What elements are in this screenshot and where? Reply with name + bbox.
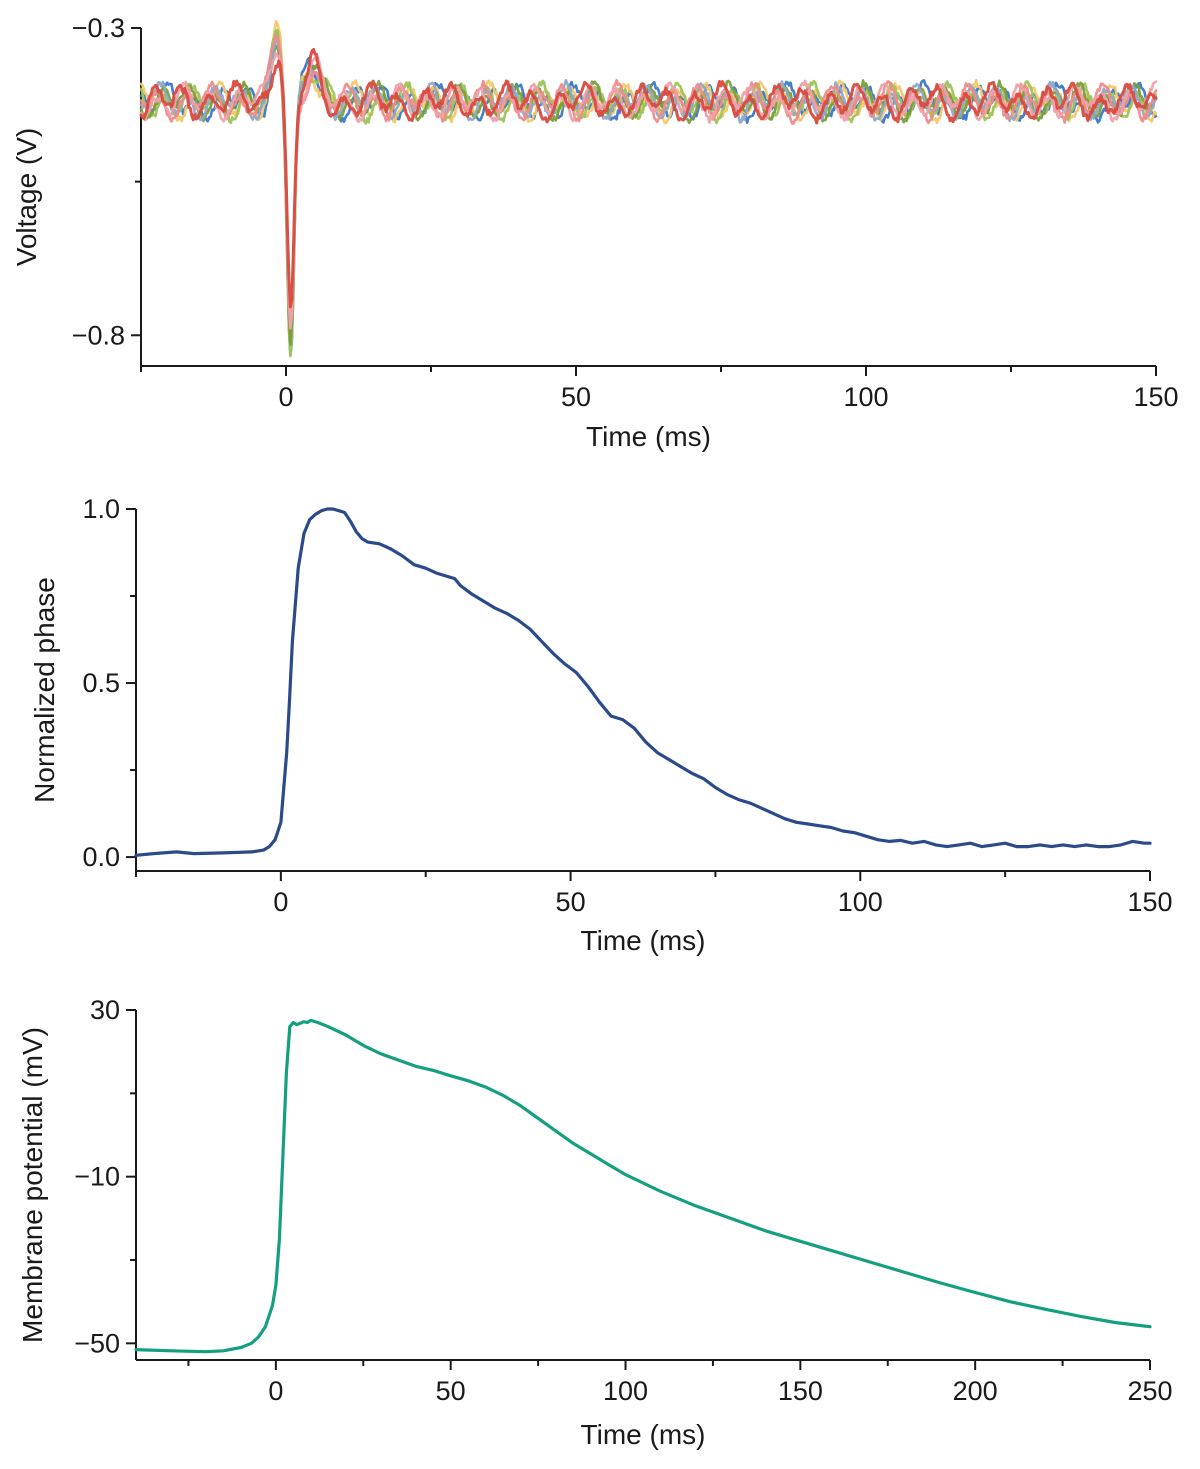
y-tick-label: 0.5	[82, 668, 120, 698]
y-tick-label: −50	[74, 1328, 120, 1358]
membrane-potential-trace	[134, 1018, 1152, 1354]
x-tick-label: 200	[953, 1376, 998, 1406]
x-tick-label: 0	[268, 1376, 283, 1406]
x-tick-label: 150	[778, 1376, 823, 1406]
membrane-potential-panel: 0 50 100 150 200 250 30 −10 −50 Time (ms) Membrane…	[17, 995, 1173, 1450]
y-tick-label: 30	[90, 995, 120, 1025]
x-tick-label: 100	[838, 887, 883, 917]
normalized-phase-panel: 0 50 100 150 0.0 0.5 1.0 Time (ms) Normalized ph…	[29, 494, 1173, 956]
x-tick-label: 50	[561, 382, 591, 412]
voltage-trace	[139, 52, 1158, 330]
x-tick-label: 150	[1133, 382, 1178, 412]
x-tick-label: 50	[436, 1376, 466, 1406]
voltage-panel: 0 50 100 150 −0.3 −0.8 Time (ms) Voltage (V)	[11, 13, 1179, 452]
x-tick-label: 150	[1127, 887, 1172, 917]
y-tick-label: −10	[74, 1162, 120, 1192]
y-axis-label: Voltage (V)	[11, 128, 42, 267]
y-tick-label: 0.0	[82, 842, 120, 872]
x-axis-label: Time (ms)	[581, 1419, 706, 1450]
y-axis-label: Membrane potential (mV)	[17, 1027, 48, 1343]
x-tick-label: 0	[273, 887, 288, 917]
normalized-phase-trace	[134, 507, 1152, 857]
x-axis-label: Time (ms)	[581, 925, 706, 956]
y-tick-label: −0.8	[72, 320, 125, 350]
y-tick-label: 1.0	[82, 494, 120, 524]
y-tick-label: −0.3	[72, 13, 125, 43]
x-tick-label: 50	[556, 887, 586, 917]
x-tick-label: 100	[843, 382, 888, 412]
x-tick-label: 250	[1127, 1376, 1172, 1406]
x-tick-label: 100	[603, 1376, 648, 1406]
voltage-trace	[139, 48, 1158, 309]
x-axis-label: Time (ms)	[586, 421, 711, 452]
x-tick-label: 0	[278, 382, 293, 412]
y-axis-label: Normalized phase	[29, 577, 60, 803]
